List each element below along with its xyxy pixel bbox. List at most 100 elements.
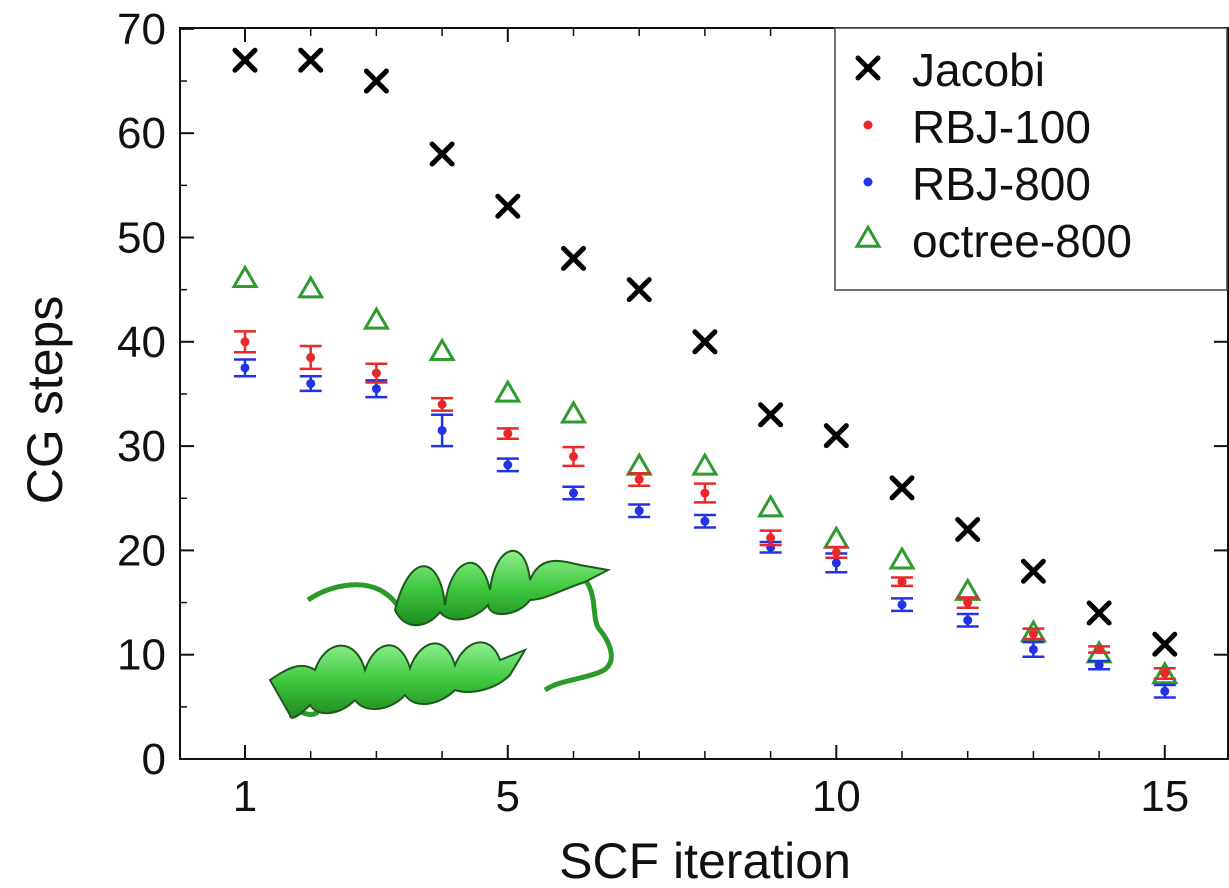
legend-label: RBJ-100 <box>912 101 1091 153</box>
marker-stroke <box>823 423 849 449</box>
data-point <box>626 277 652 303</box>
x-axis-title: SCF iteration <box>559 833 851 888</box>
data-point <box>437 399 447 409</box>
data-point <box>823 423 849 449</box>
data-point <box>559 400 588 424</box>
series-rbj-800 <box>234 358 1176 699</box>
marker-stroke <box>561 245 586 271</box>
data-point <box>371 384 381 394</box>
legend-label: RBJ-800 <box>912 158 1091 210</box>
data-point <box>634 506 644 516</box>
data-point <box>889 475 915 501</box>
data-point <box>888 546 916 570</box>
data-point <box>371 368 381 378</box>
data-point <box>297 274 325 299</box>
data-point <box>963 598 973 608</box>
legend-marker <box>855 55 881 81</box>
y-tick-label: 10 <box>117 631 166 680</box>
data-point <box>831 558 841 568</box>
data-point <box>1094 644 1104 654</box>
legend-marker <box>854 224 882 248</box>
marker-stroke <box>889 475 915 501</box>
data-point <box>963 615 973 625</box>
legend-marker <box>863 177 873 187</box>
data-marks <box>231 47 1179 699</box>
legend-label: octree-800 <box>912 215 1132 267</box>
data-point <box>1086 600 1112 626</box>
marker-stroke <box>626 277 652 303</box>
data-point <box>1028 644 1038 654</box>
protein-structure-image <box>268 549 614 719</box>
series-octree-800 <box>231 264 1179 685</box>
marker-stroke <box>298 47 324 73</box>
data-point <box>897 600 907 610</box>
marker-stroke <box>429 141 455 167</box>
y-tick-label: 70 <box>117 5 166 54</box>
data-point <box>700 488 710 498</box>
data-point <box>494 379 522 403</box>
data-point <box>831 547 841 557</box>
marker-stroke <box>1086 600 1112 626</box>
data-point <box>240 337 250 347</box>
x-tick-label: 1 <box>233 772 257 821</box>
series-rbj-100 <box>234 330 1176 680</box>
data-point <box>1094 660 1104 670</box>
data-point <box>1160 668 1170 678</box>
marker-stroke <box>1152 631 1178 657</box>
data-point <box>691 452 719 476</box>
data-point <box>298 47 324 73</box>
data-point <box>240 363 250 373</box>
marker-stroke <box>855 55 881 81</box>
data-point <box>429 141 455 167</box>
y-tick-label: 20 <box>117 526 166 575</box>
marker-stroke <box>758 402 784 428</box>
marker-stroke <box>955 517 981 543</box>
x-tick-label: 15 <box>1140 772 1189 821</box>
y-tick-label: 60 <box>117 109 166 158</box>
data-point <box>569 452 578 462</box>
data-point <box>362 306 391 330</box>
data-point <box>1160 686 1170 696</box>
data-point <box>437 425 447 435</box>
data-point <box>758 402 784 428</box>
data-point <box>306 379 316 389</box>
data-point <box>700 516 710 526</box>
marker-stroke <box>1020 558 1046 584</box>
data-point <box>306 352 316 362</box>
data-point <box>503 460 513 470</box>
data-point <box>503 429 513 439</box>
y-tick-label: 0 <box>142 735 166 784</box>
data-point <box>428 337 456 361</box>
data-point <box>561 245 586 271</box>
data-point <box>363 68 389 94</box>
y-axis-title: CG steps <box>17 296 73 504</box>
legend-label: Jacobi <box>912 44 1045 96</box>
marker-stroke <box>363 68 389 94</box>
data-point <box>1020 558 1046 584</box>
data-point <box>692 329 718 355</box>
data-point <box>766 533 776 543</box>
x-tick-label: 5 <box>496 772 520 821</box>
y-tick-label: 30 <box>117 422 166 471</box>
marker-stroke <box>692 329 718 355</box>
data-point <box>897 577 907 587</box>
data-point <box>634 474 644 484</box>
x-tick-label: 10 <box>812 772 861 821</box>
data-point <box>231 264 259 288</box>
data-point <box>625 452 653 476</box>
marker-stroke <box>495 193 521 219</box>
legend-marker <box>863 120 873 130</box>
data-point <box>1151 660 1179 685</box>
data-point <box>569 488 578 498</box>
data-point <box>1028 629 1038 639</box>
data-point <box>756 493 785 518</box>
data-point <box>232 47 258 73</box>
data-point <box>495 193 521 219</box>
series-jacobi <box>232 47 1178 657</box>
y-tick-label: 40 <box>117 318 166 367</box>
data-point <box>822 525 850 549</box>
data-point <box>1152 631 1178 657</box>
